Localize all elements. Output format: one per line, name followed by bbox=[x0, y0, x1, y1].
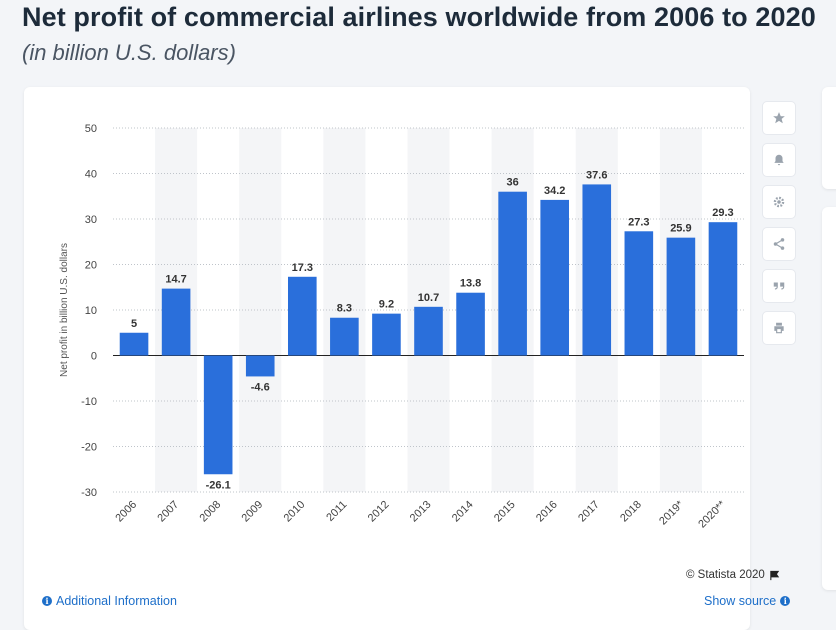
x-tick-label: 2009 bbox=[240, 499, 266, 525]
show-source-label: Show source bbox=[704, 594, 777, 608]
print-icon bbox=[774, 322, 784, 334]
bar bbox=[708, 222, 738, 356]
credit-text: © Statista 2020 bbox=[686, 569, 765, 581]
additional-information-link[interactable]: i Additional Information bbox=[42, 594, 177, 608]
bar bbox=[330, 317, 359, 356]
y-tick-label: 30 bbox=[85, 214, 97, 226]
bar bbox=[119, 332, 149, 356]
star-icon bbox=[773, 112, 785, 124]
x-tick-label: 2007 bbox=[155, 499, 181, 525]
x-tick-label: 2008 bbox=[197, 499, 223, 525]
y-tick-label: 0 bbox=[91, 351, 97, 363]
flag-icon bbox=[770, 570, 780, 580]
y-tick-label: -30 bbox=[81, 487, 97, 499]
y-tick-label: -20 bbox=[81, 442, 97, 454]
data-label: 37.6 bbox=[586, 169, 607, 181]
y-tick-label: 10 bbox=[85, 305, 97, 317]
bar bbox=[582, 184, 612, 356]
settings-button[interactable] bbox=[762, 185, 796, 219]
side-panel-bottom bbox=[822, 207, 836, 590]
bar bbox=[203, 355, 233, 475]
data-label: -4.6 bbox=[251, 381, 270, 393]
quote-icon bbox=[773, 282, 785, 290]
data-label: 29.3 bbox=[712, 207, 733, 219]
data-label: 10.7 bbox=[418, 292, 439, 304]
x-tick-label: 2012 bbox=[366, 499, 392, 525]
info-icon: i bbox=[780, 596, 791, 606]
data-label: 14.7 bbox=[165, 274, 186, 286]
bar bbox=[414, 306, 443, 356]
bar bbox=[245, 355, 275, 377]
x-tick-label: 2010 bbox=[282, 499, 308, 525]
notification-button[interactable] bbox=[762, 143, 796, 177]
y-axis-label: Net profit in billion U.S. dollars bbox=[59, 243, 70, 377]
y-tick-label: 50 bbox=[85, 123, 97, 135]
x-tick-label: 2019* bbox=[657, 498, 686, 527]
bar bbox=[624, 231, 654, 356]
bar bbox=[666, 237, 696, 356]
page-subtitle: (in billion U.S. dollars) bbox=[22, 40, 236, 65]
bell-icon bbox=[774, 154, 784, 166]
x-tick-label: 2020** bbox=[696, 498, 728, 530]
cite-button[interactable] bbox=[762, 269, 796, 303]
additional-information-label: Additional Information bbox=[56, 594, 177, 608]
bar bbox=[456, 292, 485, 356]
data-label: -26.1 bbox=[206, 479, 231, 491]
data-label: 17.3 bbox=[292, 262, 313, 274]
bar bbox=[372, 313, 401, 356]
x-tick-label: 2014 bbox=[450, 499, 476, 525]
statista-credit: © Statista 2020 bbox=[686, 569, 780, 581]
data-label: 34.2 bbox=[544, 185, 565, 197]
data-label: 25.9 bbox=[670, 223, 691, 235]
x-tick-label: 2018 bbox=[618, 499, 644, 525]
show-source-link[interactable]: Show source i bbox=[704, 594, 791, 608]
data-label: 5 bbox=[131, 318, 137, 330]
x-tick-label: 2015 bbox=[492, 499, 518, 525]
y-tick-label: 40 bbox=[85, 169, 97, 181]
info-icon: i bbox=[42, 596, 52, 606]
bar bbox=[287, 276, 317, 356]
data-label: 36 bbox=[507, 177, 519, 189]
side-panel-top bbox=[822, 87, 836, 189]
share-button[interactable] bbox=[762, 227, 796, 261]
x-tick-label: 2006 bbox=[113, 499, 139, 525]
x-tick-label: 2017 bbox=[576, 499, 602, 525]
y-tick-label: 20 bbox=[85, 260, 97, 272]
print-button[interactable] bbox=[762, 311, 796, 345]
x-tick-label: 2011 bbox=[324, 499, 349, 524]
data-label: 8.3 bbox=[337, 303, 352, 315]
x-tick-label: 2013 bbox=[408, 499, 434, 525]
favorite-button[interactable] bbox=[762, 101, 796, 135]
gear-icon bbox=[773, 196, 785, 208]
page-title: Net profit of commercial airlines worldw… bbox=[22, 2, 816, 32]
bar bbox=[498, 191, 527, 356]
chart-card bbox=[24, 87, 750, 630]
bar bbox=[540, 199, 570, 356]
share-icon bbox=[773, 238, 785, 250]
y-tick-label: -10 bbox=[81, 396, 97, 408]
data-label: 9.2 bbox=[379, 299, 394, 311]
data-label: 27.3 bbox=[628, 216, 649, 228]
bar bbox=[161, 288, 191, 356]
data-label: 13.8 bbox=[460, 278, 481, 290]
x-tick-label: 2016 bbox=[534, 499, 560, 525]
